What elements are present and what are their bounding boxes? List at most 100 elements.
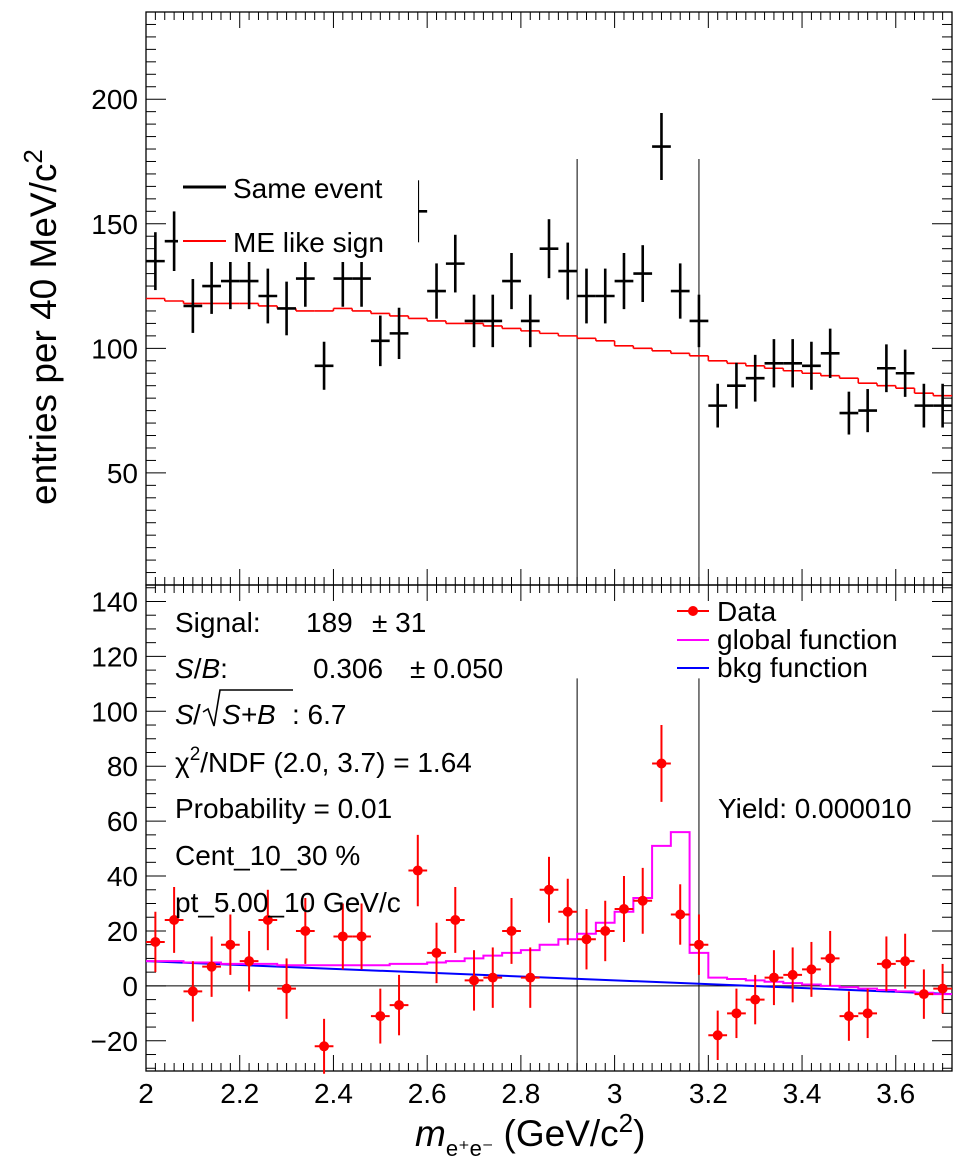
fit-sb-error: ± 0.050 [410, 653, 503, 684]
fit-significance-sqrt-arg: S+B [222, 699, 276, 730]
fit-sb-label: S/B: [175, 653, 228, 684]
data-marker [937, 983, 948, 994]
data-point [820, 930, 840, 986]
legend-bkg-function-label: bkg function [717, 652, 868, 683]
data-marker [693, 939, 704, 950]
x-axis-label-sub: e⁺e⁻ [446, 1136, 494, 1161]
data-point [220, 914, 240, 975]
bottom-x-tick-label: 2.4 [314, 1078, 353, 1109]
bottom-x-tick-label: 3 [607, 1078, 623, 1109]
data-point [577, 909, 596, 970]
bkg-function-line [145, 960, 953, 996]
data-marker [525, 972, 536, 983]
data-point [502, 898, 521, 964]
data-marker [900, 956, 911, 967]
data-point [877, 936, 896, 992]
data-point [933, 963, 952, 1014]
same-event-point [877, 344, 896, 393]
data-point [146, 911, 165, 973]
data-point [914, 969, 934, 1019]
top-y-axis-label-text: entries per 40 MeV/c [23, 164, 64, 505]
data-marker [206, 961, 217, 972]
legend-data-label: Data [717, 596, 777, 627]
data-marker [337, 931, 348, 942]
data-marker [731, 1008, 742, 1019]
data-point [183, 961, 203, 1022]
data-point [445, 887, 465, 953]
bottom-x-tick-label: 3.4 [783, 1078, 822, 1109]
data-marker [825, 953, 836, 964]
same-event-point [839, 391, 859, 435]
data-point [708, 1010, 728, 1061]
same-event-point [614, 252, 634, 310]
data-marker [469, 975, 480, 986]
data-marker [843, 1011, 854, 1022]
bottom-y-tick-label: 60 [107, 806, 138, 837]
same-event-point [427, 263, 446, 319]
top-axis-ticks [145, 12, 952, 585]
x-axis-label-unit: (GeV/c [504, 1113, 619, 1154]
top-panel: 50 100 150 200 Same event ME like sign entr… [18, 11, 953, 586]
data-point [164, 887, 184, 953]
data-marker [169, 914, 180, 925]
top-legend: Same event ME like sign [178, 170, 418, 262]
bottom-bkg-function [145, 960, 953, 996]
fit-significance-s: S [175, 699, 194, 730]
legend-global-function-label: global function [717, 624, 898, 655]
same-event-point [370, 315, 390, 367]
data-point [258, 889, 278, 951]
bottom-x-tick-label: 3.2 [689, 1078, 728, 1109]
data-point [539, 856, 559, 923]
fit-significance-value: : 6.7 [292, 699, 346, 730]
sqrt-symbol-icon [202, 689, 293, 727]
same-event-point [464, 294, 484, 348]
same-event-point [258, 268, 278, 324]
data-marker [187, 986, 198, 997]
same-event-point [483, 294, 503, 348]
same-event-point [577, 268, 596, 324]
data-point [558, 878, 578, 945]
same-event-point [858, 389, 878, 433]
bottom-y-tick-label: −20 [91, 1026, 139, 1057]
data-marker [750, 994, 761, 1005]
bottom-y-tick-label: 100 [91, 696, 138, 727]
bottom-y-tick-labels: −20 0 20 40 60 80 100 120 140 [91, 586, 139, 1056]
data-marker [450, 914, 461, 925]
top-y-tick-label: 50 [107, 458, 138, 489]
data-point [370, 988, 390, 1044]
bottom-legend: Data global function bkg function [677, 596, 898, 683]
bottom-data-points [146, 725, 952, 1074]
bottom-y-tick-label: 140 [91, 586, 138, 617]
data-marker [225, 939, 236, 950]
same-event-point [820, 328, 840, 378]
data-marker [618, 904, 629, 914]
data-point [202, 936, 221, 997]
fit-pt: pt_5.00_10 GeV/c [175, 887, 401, 918]
fit-sb-s: S [175, 653, 194, 684]
data-point [764, 950, 784, 1006]
data-point [783, 947, 803, 1003]
data-point [614, 876, 634, 942]
same-event-point [445, 234, 465, 293]
data-marker [544, 884, 554, 895]
data-marker [581, 934, 592, 945]
data-marker [881, 958, 892, 969]
data-marker [637, 895, 648, 906]
bottom-x-tick-label: 2.6 [408, 1078, 447, 1109]
data-point [389, 974, 409, 1036]
data-marker [300, 925, 311, 936]
data-point [670, 884, 690, 945]
top-legend-background [178, 170, 418, 262]
bottom-y-tick-label: 40 [107, 861, 138, 892]
legend-me-like-sign-label: ME like sign [233, 227, 384, 258]
same-event-point [239, 252, 259, 310]
x-axis-label-end: ) [633, 1113, 645, 1154]
same-event-point [558, 242, 578, 300]
data-marker [262, 914, 273, 925]
same-event-point [202, 258, 221, 314]
data-point [652, 725, 671, 802]
data-point [408, 834, 428, 907]
data-marker [281, 983, 292, 994]
data-point [895, 933, 915, 989]
top-same-event-points [146, 113, 952, 435]
